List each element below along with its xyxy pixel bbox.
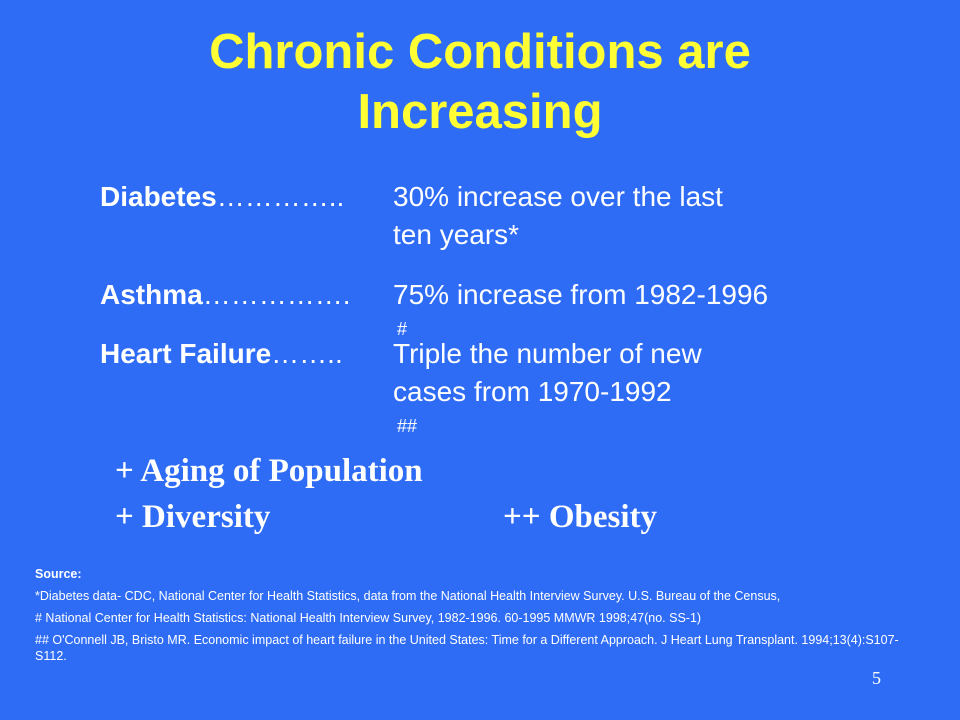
stat-dots-diabetes: ………….. [216,181,345,212]
stat-value-diabetes-line-2: ten years* [393,219,520,250]
stat-value-asthma: 75% increase from 1982-1996 # [393,276,768,352]
stat-label-diabetes: Diabetes [100,181,217,212]
stat-value-asthma-line-1: 75% increase from 1982-1996 # [393,276,768,352]
sources-heading: Source: [35,567,82,581]
slide-title: Chronic Conditions are Increasing [0,22,960,142]
factor-obesity: ++ Obesity [503,499,658,535]
stat-row-asthma: Asthma……………. [100,276,350,314]
stat-label-heart-failure: Heart Failure [100,338,272,369]
source-item-heart-failure: ## O'Connell JB, Bristo MR. Economic imp… [35,633,899,663]
page-number: 5 [872,668,881,688]
footnote-marker-asthma: # [397,319,408,339]
stat-dots-heart-failure: …….. [271,338,343,369]
stat-value-heart-failure: Triple the number of new cases from 1970… [393,335,702,449]
footnote-marker-heart-failure: ## [397,416,418,436]
stat-dots-asthma: ……………. [202,279,351,310]
stat-value-heart-failure-line-2: cases from 1970-1992 ## [393,373,702,449]
source-item-diabetes: *Diabetes data- CDC, National Center for… [35,589,781,603]
stat-value-asthma-text: 75% increase from 1982-1996 [393,279,769,310]
stat-row-heart-failure: Heart Failure…….. [100,335,343,373]
sources-block: Source: *Diabetes data- CDC, National Ce… [35,566,915,670]
factor-aging-of-population: + Aging of Population [115,453,423,489]
stat-value-heart-failure-line-1: Triple the number of new [393,338,702,369]
stat-value-diabetes: 30% increase over the last ten years* [393,178,723,254]
stat-value-diabetes-line-1: 30% increase over the last [393,181,723,212]
slide-title-line-2: Increasing [357,85,603,139]
source-item-asthma: # National Center for Health Statistics:… [35,611,702,625]
slide-title-line-1: Chronic Conditions are [209,25,751,79]
stat-label-asthma: Asthma [100,279,203,310]
stat-value-heart-failure-text: cases from 1970-1992 [393,376,672,407]
factor-diversity: + Diversity [115,499,271,535]
stat-row-diabetes: Diabetes………….. [100,178,344,216]
